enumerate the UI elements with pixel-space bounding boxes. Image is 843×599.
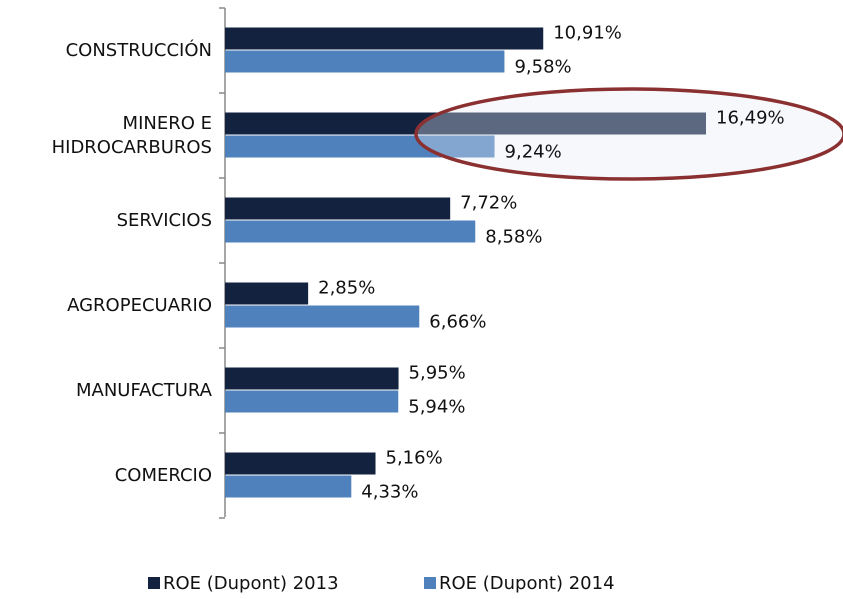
bar — [225, 282, 309, 305]
bar — [225, 305, 420, 328]
category-label: AGROPECUARIO — [67, 294, 212, 316]
legend-swatch — [148, 577, 160, 589]
bar — [225, 197, 451, 220]
legend-label: ROE (Dupont) 2013 — [163, 573, 339, 594]
value-label: 9,58% — [514, 57, 571, 78]
category-label: CONSTRUCCIÓN — [65, 39, 212, 61]
category-label: COMERCIO — [114, 464, 212, 486]
category-label: MANUFACTURA — [75, 379, 212, 401]
bar — [225, 27, 544, 50]
value-label: 5,16% — [386, 448, 443, 469]
value-label: 5,95% — [409, 363, 466, 384]
value-label: 4,33% — [361, 482, 418, 503]
value-label: 16,49% — [716, 108, 785, 129]
legend-label: ROE (Dupont) 2014 — [439, 573, 615, 594]
bar — [225, 220, 476, 243]
category-label: MINERO E HIDROCARBUROS — [51, 112, 212, 158]
value-label: 2,85% — [318, 278, 375, 299]
value-label: 6,66% — [429, 312, 486, 333]
bar — [225, 475, 352, 498]
value-label: 5,94% — [408, 397, 465, 418]
legend-swatch — [424, 577, 436, 589]
value-label: 7,72% — [460, 193, 517, 214]
bar — [225, 112, 706, 135]
bar — [225, 367, 399, 390]
bar — [225, 390, 399, 413]
bar — [225, 135, 495, 158]
bar — [225, 452, 376, 475]
highlight-ellipse — [414, 87, 843, 181]
bar — [225, 50, 505, 73]
value-label: 8,58% — [485, 227, 542, 248]
value-label: 10,91% — [553, 23, 622, 44]
category-label: SERVICIOS — [116, 209, 212, 231]
value-label: 9,24% — [505, 142, 562, 163]
